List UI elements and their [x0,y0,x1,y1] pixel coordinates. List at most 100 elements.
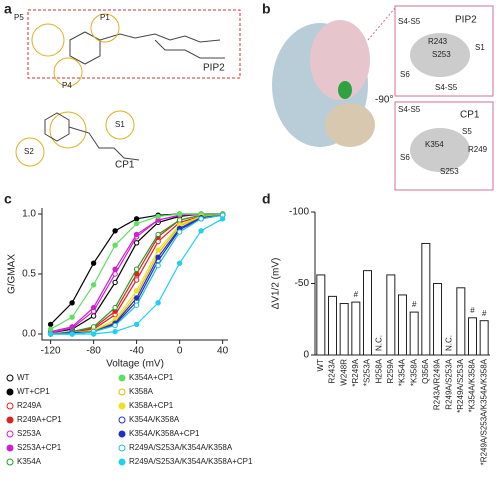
annotation: N.C. [444,335,453,351]
legend-label: K358A+CP1 [129,401,174,410]
bar [386,274,396,356]
inset-label: S4-S5 [398,105,421,114]
x-tick-label: 0 [177,346,183,357]
site-label: P4 [62,81,72,90]
bar [421,242,431,356]
inset-label: S4-S5 [435,83,458,92]
data-point [133,216,140,222]
data-point [133,220,140,227]
legend-marker [6,388,14,396]
bar [409,311,419,356]
data-point [198,228,204,234]
x-tick-label: *K358A [409,358,418,386]
data-point [112,242,118,248]
x-tick-label: Q356A [421,358,430,384]
inset-image [410,33,470,77]
inset-label: S1 [475,43,485,52]
legend-marker [118,388,126,396]
legend-label: R249A/S253A/K354A/K358A+CP1 [129,457,253,466]
data-point [176,229,183,235]
x-tick-label: -80 [86,346,101,357]
rotation-label: -90° [375,95,393,106]
legend-label: R249A [17,401,42,410]
data-point [47,321,54,328]
y-axis-label: G/GMAX [7,254,18,294]
inset-label: S6 [400,70,410,79]
inset-label: S4-S5 [398,17,421,26]
legend-label: WT+CP1 [17,387,50,396]
legend-marker [6,458,14,466]
legend-label: S253A+CP1 [17,443,62,452]
pip2-label: PIP2 [203,63,225,74]
legend-marker [6,416,14,424]
data-point [90,260,97,266]
data-point [133,231,140,238]
data-point [90,304,97,311]
inset-label: S6 [400,153,410,162]
panel-label: c [4,191,12,207]
panel-label: b [262,1,271,17]
legend-marker [118,458,126,466]
x-tick-label: *S253A [363,358,372,386]
annotation: # [482,309,487,318]
bar [351,301,361,356]
legend-label: R249A+CP1 [17,415,62,424]
legend-marker [6,430,14,438]
data-point [155,231,161,238]
data-point [133,288,140,294]
x-tick-label: R243A [328,358,337,383]
legend-label: K354A/K358A [129,415,180,424]
x-tick-label: H258A [374,358,383,383]
x-tick-label: *R249A/S253A/K354A/K358A [479,358,488,465]
data-point [112,228,118,234]
data-point [133,240,140,246]
data-point [198,216,204,222]
x-tick-label: R259A [386,358,395,383]
panel-label: d [262,191,271,207]
data-point [69,331,75,337]
x-tick-label: R249A/S253A [444,358,453,409]
inset-label: R249 [468,145,488,154]
site-label: P5 [14,13,24,22]
data-point [112,279,118,286]
legend-label: K354A/K358A+CP1 [129,429,200,438]
data-point [112,322,118,329]
inset-label: R243 [428,37,448,46]
data-point [133,266,140,272]
bar [339,303,349,356]
data-point [176,211,183,217]
data-point [112,328,118,335]
bar [363,270,372,356]
data-point [133,321,140,328]
data-point [133,302,140,308]
data-point [133,277,140,283]
legend-marker [118,402,126,410]
data-point [47,331,54,337]
y-tick-label: 0.0 [22,329,36,340]
legend-label: R249A/S253A/K354A/K358A [129,443,233,452]
y-tick-label: 1.0 [22,209,36,220]
bar [456,287,466,356]
legend-label: WT [17,373,30,382]
x-tick-label: *R249A/S253A [456,358,465,412]
connector [367,7,396,41]
inset-label: S253 [432,50,451,59]
data-point [155,254,161,260]
data-point [69,314,75,320]
x-tick-label: R243A/R249A [433,358,442,410]
inset-image [410,128,470,172]
data-point [176,217,183,223]
legend-marker [118,374,126,382]
bar [398,294,407,356]
data-point [69,300,75,306]
data-point [155,262,161,269]
annotation: # [412,300,417,309]
site-circles [15,13,135,167]
inset-title: CP1 [460,110,480,121]
protein-image [272,20,375,147]
inset-title: PIP2 [455,15,477,26]
x-tick-label: *K354A/K358A [468,358,477,412]
legend-marker [6,374,14,382]
data-point [69,324,75,330]
